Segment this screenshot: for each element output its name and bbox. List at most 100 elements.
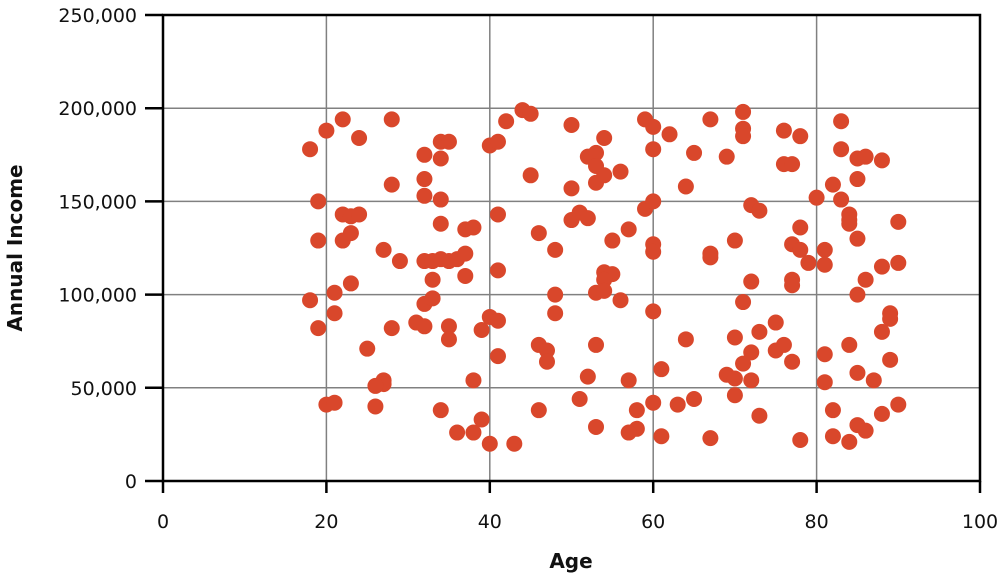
data-point bbox=[645, 303, 662, 320]
data-point bbox=[538, 342, 555, 359]
data-point bbox=[383, 320, 400, 337]
data-point bbox=[751, 407, 768, 424]
data-point bbox=[743, 344, 760, 361]
data-point bbox=[530, 402, 547, 419]
x-tick-label: 60 bbox=[641, 511, 665, 533]
data-point bbox=[432, 215, 449, 232]
data-point bbox=[800, 254, 817, 271]
data-point bbox=[726, 387, 743, 404]
data-point bbox=[342, 225, 359, 242]
data-point bbox=[890, 254, 907, 271]
data-point bbox=[661, 126, 678, 143]
data-point bbox=[841, 215, 858, 232]
data-point bbox=[702, 249, 719, 266]
data-point bbox=[416, 318, 433, 335]
data-point bbox=[645, 193, 662, 210]
x-tick-labels: 0 20 40 60 80 100 bbox=[157, 511, 998, 533]
data-point bbox=[530, 225, 547, 242]
data-point bbox=[473, 411, 490, 428]
data-point bbox=[816, 241, 833, 258]
y-tick-label: 150,000 bbox=[58, 191, 137, 213]
data-point bbox=[465, 372, 482, 389]
data-point bbox=[432, 251, 449, 268]
data-point bbox=[424, 290, 441, 307]
data-point bbox=[645, 394, 662, 411]
data-point bbox=[677, 178, 694, 195]
data-point bbox=[882, 310, 899, 327]
data-point bbox=[465, 219, 482, 236]
data-point bbox=[310, 193, 327, 210]
data-point bbox=[440, 318, 457, 335]
data-point bbox=[841, 433, 858, 450]
data-point bbox=[334, 111, 351, 128]
data-point bbox=[620, 424, 637, 441]
data-point bbox=[824, 402, 841, 419]
data-point bbox=[653, 361, 670, 378]
data-point bbox=[310, 232, 327, 249]
data-point bbox=[367, 398, 384, 415]
data-point bbox=[326, 305, 343, 322]
data-point bbox=[563, 116, 580, 133]
data-point bbox=[873, 323, 890, 340]
data-point bbox=[833, 191, 850, 208]
data-point bbox=[645, 243, 662, 260]
data-point bbox=[506, 435, 523, 452]
data-point bbox=[775, 336, 792, 353]
data-point bbox=[416, 187, 433, 204]
data-point bbox=[857, 271, 874, 288]
data-point bbox=[579, 368, 596, 385]
data-point bbox=[310, 320, 327, 337]
x-tick-label: 80 bbox=[805, 511, 829, 533]
data-point bbox=[890, 213, 907, 230]
data-point bbox=[440, 133, 457, 150]
x-tick-label: 20 bbox=[314, 511, 338, 533]
data-point bbox=[669, 396, 686, 413]
data-point bbox=[702, 111, 719, 128]
data-point bbox=[457, 267, 474, 284]
data-point bbox=[432, 191, 449, 208]
data-point bbox=[718, 148, 735, 165]
data-points bbox=[302, 102, 907, 452]
data-point bbox=[588, 336, 605, 353]
data-point bbox=[612, 292, 629, 309]
data-point bbox=[383, 111, 400, 128]
data-point bbox=[808, 189, 825, 206]
data-point bbox=[792, 128, 809, 145]
data-point bbox=[726, 232, 743, 249]
data-point bbox=[686, 390, 703, 407]
data-point bbox=[726, 329, 743, 346]
data-point bbox=[596, 282, 613, 299]
data-point bbox=[645, 118, 662, 135]
data-point bbox=[833, 113, 850, 130]
y-tick-label: 100,000 bbox=[58, 285, 137, 307]
data-point bbox=[489, 133, 506, 150]
data-point bbox=[792, 431, 809, 448]
data-point bbox=[890, 396, 907, 413]
data-point bbox=[424, 271, 441, 288]
data-point bbox=[857, 422, 874, 439]
data-point bbox=[857, 148, 874, 165]
data-point bbox=[873, 258, 890, 275]
data-point bbox=[882, 351, 899, 368]
grid-lines bbox=[163, 15, 980, 481]
data-point bbox=[498, 113, 515, 130]
data-point bbox=[416, 171, 433, 188]
data-point bbox=[489, 312, 506, 329]
data-point bbox=[563, 180, 580, 197]
data-point bbox=[489, 262, 506, 279]
data-point bbox=[833, 141, 850, 158]
data-point bbox=[816, 256, 833, 273]
data-point bbox=[865, 372, 882, 389]
x-tick-label: 100 bbox=[962, 511, 998, 533]
data-point bbox=[735, 294, 752, 311]
data-point bbox=[702, 430, 719, 447]
data-point bbox=[628, 402, 645, 419]
data-point bbox=[522, 167, 539, 184]
data-point bbox=[735, 103, 752, 120]
data-point bbox=[751, 202, 768, 219]
data-point bbox=[432, 150, 449, 167]
data-point bbox=[489, 206, 506, 223]
data-point bbox=[522, 105, 539, 122]
y-tick-label: 0 bbox=[125, 471, 137, 493]
